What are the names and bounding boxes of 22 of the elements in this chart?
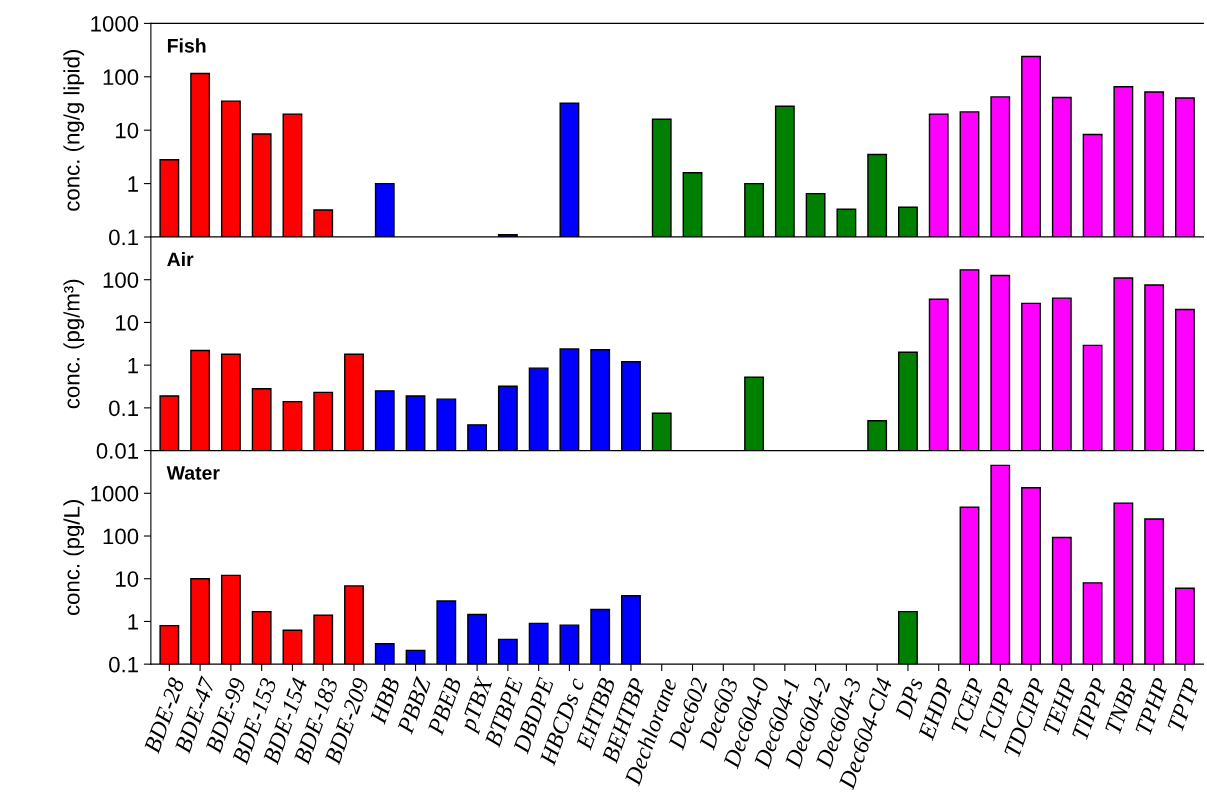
text: Water (166, 466, 220, 480)
y-tick-label: 100 (103, 528, 139, 545)
y-tick-label: 1000 (91, 15, 139, 32)
x-tick-label: TPTP (1167, 676, 1201, 732)
y-tick-label: 10 (116, 122, 139, 139)
y-tick-label: 0.01 (96, 443, 138, 459)
text: Fish (167, 38, 206, 53)
y-axis-title: conc. (ng/g lipid) (63, 50, 85, 211)
y-axis-title: conc. (pg/L) (63, 500, 85, 616)
y-tick-label: 0.1 (109, 229, 138, 246)
y-tick-label: 100 (103, 69, 139, 86)
y-tick-label: 1 (128, 176, 138, 192)
y-tick-label: 10 (116, 314, 139, 331)
y-axis-title: conc. (pg/m³) (63, 279, 85, 409)
y-tick-label: 1000 (91, 485, 139, 502)
y-tick-label: 1 (128, 614, 138, 630)
y-tick-label: 100 (103, 272, 139, 288)
y-tick-label: 10 (116, 571, 139, 587)
y-tick-label: 1 (128, 357, 138, 374)
text: Air (167, 251, 194, 267)
y-tick-label: 0.1 (109, 400, 138, 417)
y-tick-label: 0.1 (109, 656, 138, 673)
